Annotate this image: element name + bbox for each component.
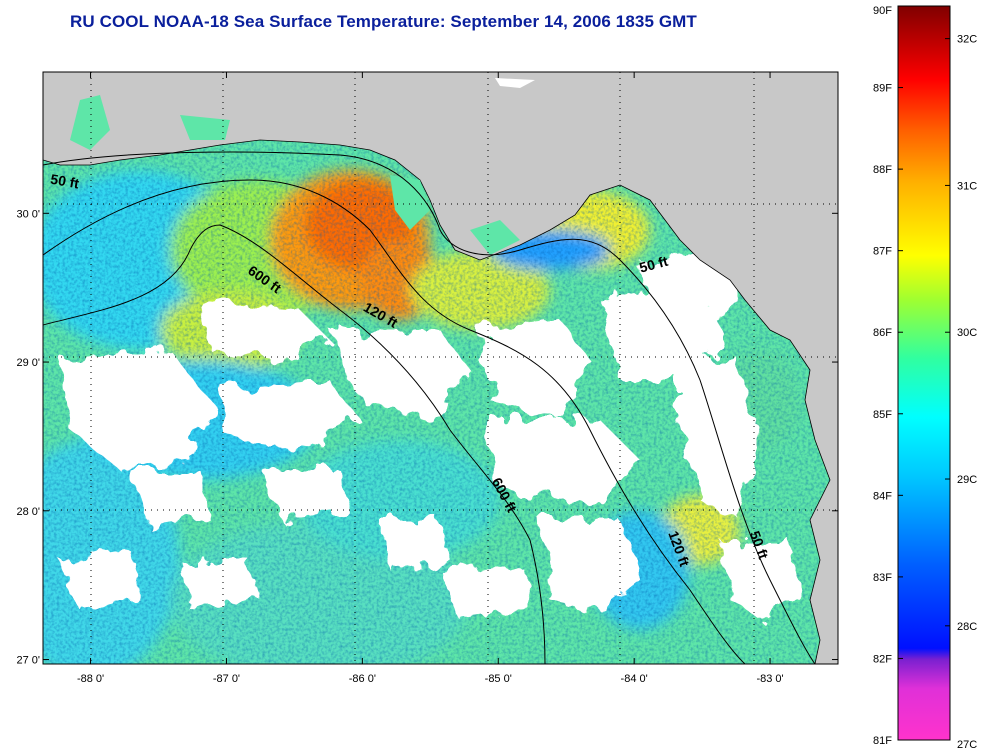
contour-600ft [43,224,546,664]
colorbar-f-label: 89F [873,83,892,95]
bathymetry-contours [43,151,816,664]
lon-tick-label: -85 0' [485,673,512,685]
lon-tick-label: -86 0' [349,673,376,685]
colorbar-celsius-labels: 32C 31C 30C 29C 28C 27C [945,34,977,751]
sst-image-area [43,72,838,664]
contour-50ft [43,151,816,664]
lon-tick-label: -84 0' [621,673,648,685]
contour-label: 50 ft [638,253,670,276]
colorbar-c-label: 31C [957,180,977,192]
colorbar-f-label: 88F [873,164,892,176]
colorbar-f-label: 83F [873,572,892,584]
lat-lon-grid [43,72,838,664]
lat-tick-label: 28 0' [16,506,40,518]
colorbar-fahrenheit-labels: 90F 89F 88F 87F 86F 85F 84F 83F 82F 81F [873,5,903,747]
contour-120ft [43,179,746,664]
lat-tick-label: 30 0' [16,208,40,220]
colorbar-f-label: 84F [873,490,892,502]
land-mask [43,72,838,664]
colorbar-c-label: 28C [957,621,977,633]
inland-cloud [495,78,535,88]
latitude-axis: 30 0' 29 0' 28 0' 27 0' [16,208,838,667]
colorbar-f-label: 81F [873,735,892,747]
colorbar-c-label: 30C [957,327,977,339]
lon-tick-label: -88 0' [77,673,104,685]
map-title: RU COOL NOAA-18 Sea Surface Temperature:… [70,12,697,31]
coastal-bays [70,95,520,255]
colorbar-f-label: 82F [873,653,892,665]
lat-tick-label: 29 0' [16,357,40,369]
colorbar-c-label: 32C [957,34,977,46]
contour-label: 50 ft [49,171,80,192]
colorbar-f-label: 86F [873,327,892,339]
lon-tick-label: -83 0' [756,673,783,685]
map-frame [42,71,839,665]
colorbar-f-label: 90F [873,5,892,17]
colorbar [897,5,951,741]
colorbar-f-label: 85F [873,409,892,421]
lon-tick-label: -87 0' [213,673,240,685]
lat-tick-label: 27 0' [16,655,40,667]
colorbar-c-label: 29C [957,474,977,486]
colorbar-f-label: 87F [873,246,892,258]
colorbar-c-label: 27C [957,739,977,751]
longitude-axis: -88 0' -87 0' -86 0' -85 0' -84 0' -83 0' [77,72,784,685]
